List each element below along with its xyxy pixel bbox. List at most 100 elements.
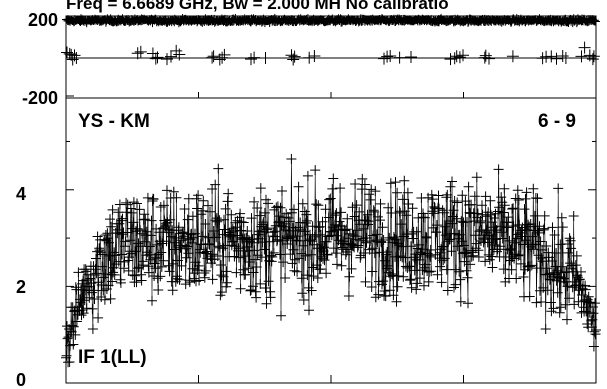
amplitude-point bbox=[382, 247, 393, 257]
amplitude-point bbox=[208, 249, 219, 260]
amplitude-point bbox=[234, 252, 244, 263]
amplitude-point bbox=[406, 241, 416, 252]
amplitude-point bbox=[563, 247, 574, 258]
amplitude-point bbox=[547, 256, 557, 266]
amplitude-point bbox=[156, 247, 167, 258]
amplitude-point bbox=[441, 192, 452, 203]
amplitude-point bbox=[67, 320, 78, 331]
amplitude-point bbox=[396, 241, 407, 252]
amplitude-point bbox=[442, 285, 453, 296]
amplitude-point bbox=[392, 187, 403, 198]
amplitude-point bbox=[78, 275, 89, 286]
amplitude-point bbox=[568, 211, 579, 221]
amplitude-point bbox=[438, 241, 449, 252]
amplitude-point bbox=[86, 287, 97, 298]
amplitude-point bbox=[175, 242, 186, 253]
amplitude-point bbox=[276, 310, 286, 321]
amplitude-point bbox=[491, 234, 501, 245]
amplitude-point bbox=[323, 212, 334, 223]
amplitude-point bbox=[447, 176, 457, 187]
amplitude-point bbox=[254, 210, 265, 221]
amplitude-point bbox=[138, 260, 149, 271]
amplitude-point bbox=[492, 246, 502, 257]
amplitude-point bbox=[368, 205, 379, 216]
amplitude-point bbox=[228, 236, 239, 247]
amplitude-point bbox=[166, 231, 177, 242]
amplitude-point bbox=[466, 199, 477, 210]
amplitude-point bbox=[302, 270, 313, 281]
amplitude-point bbox=[483, 249, 494, 260]
amplitude-point bbox=[365, 194, 376, 205]
amplitude-point bbox=[336, 260, 347, 271]
amplitude-point bbox=[146, 215, 157, 226]
phase-outlier-point bbox=[165, 50, 177, 63]
amplitude-point bbox=[75, 297, 86, 308]
amplitude-point bbox=[321, 268, 332, 279]
amplitude-point bbox=[107, 276, 118, 287]
amplitude-point bbox=[554, 307, 565, 318]
amplitude-point bbox=[256, 221, 267, 232]
amplitude-point bbox=[395, 251, 406, 262]
amplitude-point bbox=[531, 297, 542, 308]
amplitude-point bbox=[483, 207, 494, 218]
amplitude-point bbox=[87, 303, 98, 314]
amplitude-point bbox=[192, 203, 203, 214]
amplitude-point bbox=[300, 250, 311, 261]
amplitude-point bbox=[117, 213, 128, 224]
amplitude-point bbox=[537, 244, 548, 255]
amplitude-point bbox=[387, 270, 398, 281]
amplitude-point bbox=[70, 282, 81, 293]
amplitude-point bbox=[179, 231, 190, 242]
amplitude-point bbox=[231, 267, 242, 278]
amplitude-point bbox=[255, 278, 266, 289]
amplitude-point bbox=[458, 240, 469, 251]
amplitude-point bbox=[313, 200, 324, 211]
amplitude-points bbox=[61, 154, 601, 368]
amplitude-point bbox=[215, 260, 226, 270]
amplitude-point bbox=[263, 198, 274, 209]
amplitude-point bbox=[564, 293, 575, 304]
amplitude-point bbox=[109, 269, 120, 280]
phase-outlier-point bbox=[453, 51, 466, 64]
amplitude-point bbox=[108, 267, 119, 278]
phase-panel-frame bbox=[65, 15, 597, 99]
amplitude-point bbox=[499, 183, 510, 194]
amplitude-point bbox=[222, 196, 233, 207]
amplitude-point bbox=[347, 202, 358, 213]
amplitude-point bbox=[105, 293, 116, 304]
amplitude-point bbox=[133, 238, 144, 249]
amplitude-point bbox=[405, 274, 416, 285]
amplitude-point bbox=[495, 221, 506, 232]
amplitude-point bbox=[147, 295, 157, 306]
phase-outlier-point bbox=[405, 51, 417, 63]
amplitude-point bbox=[394, 240, 405, 251]
amplitude-point bbox=[332, 259, 342, 270]
amplitude-point bbox=[235, 283, 246, 294]
amplitude-point bbox=[325, 193, 336, 204]
amplitude-point bbox=[213, 163, 224, 174]
amplitude-point bbox=[571, 250, 582, 261]
amplitude-point bbox=[214, 215, 225, 226]
amplitude-point bbox=[588, 308, 599, 319]
amplitude-point bbox=[509, 237, 520, 248]
amplitude-point bbox=[366, 184, 377, 195]
amplitude-point bbox=[528, 244, 539, 255]
amplitude-point bbox=[441, 264, 452, 275]
amplitude-point bbox=[76, 310, 87, 321]
amplitude-point bbox=[328, 243, 339, 254]
amplitude-point bbox=[126, 207, 137, 218]
amplitude-point bbox=[156, 261, 167, 272]
amplitude-point bbox=[436, 244, 447, 255]
amplitude-point bbox=[526, 260, 537, 271]
amplitude-point bbox=[205, 206, 215, 217]
amplitude-point bbox=[545, 297, 556, 308]
amplitude-point bbox=[418, 212, 429, 223]
amplitude-point bbox=[90, 264, 101, 275]
amplitude-point bbox=[335, 183, 346, 194]
amplitude-point bbox=[589, 326, 600, 337]
amplitude-point bbox=[564, 233, 575, 244]
amplitude-point bbox=[480, 256, 491, 267]
amplitude-point bbox=[294, 253, 305, 264]
amplitude-point bbox=[289, 265, 300, 276]
phase-outlier-point bbox=[381, 50, 394, 63]
